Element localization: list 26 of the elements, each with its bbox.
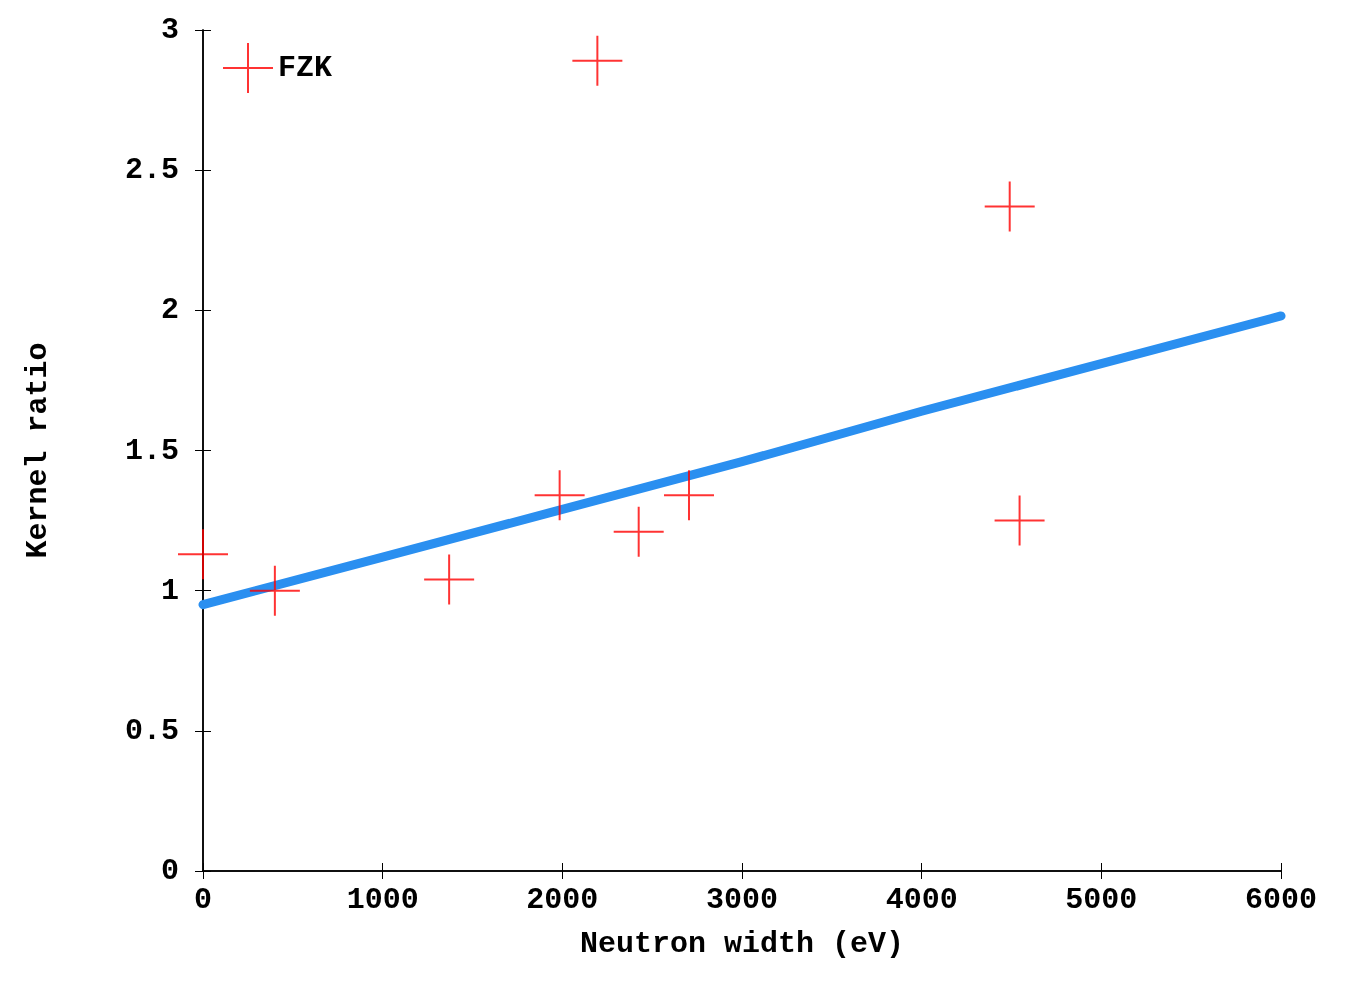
x-axis-title: Neutron width (eV) bbox=[579, 927, 905, 961]
x-tick-label: 4000 bbox=[885, 883, 958, 917]
legend-label: FZK bbox=[278, 51, 333, 85]
x-tick-label: 3000 bbox=[705, 883, 779, 917]
point bbox=[572, 35, 623, 86]
x-tick-label: 6000 bbox=[1244, 883, 1318, 917]
y-tick-label: 1.5 bbox=[124, 433, 179, 468]
y-tick-label: 2 bbox=[160, 293, 179, 328]
point bbox=[994, 495, 1045, 546]
point bbox=[984, 181, 1035, 232]
x-tick-label: 2000 bbox=[526, 883, 599, 917]
y-tick-label: 2.5 bbox=[124, 153, 179, 188]
point bbox=[249, 565, 300, 616]
x-tick-label: 0 bbox=[193, 883, 213, 917]
point bbox=[178, 529, 228, 580]
point bbox=[534, 470, 585, 521]
y-tick-label: 3 bbox=[160, 13, 179, 47]
y-tick-label: 1 bbox=[160, 573, 179, 608]
point bbox=[613, 506, 664, 557]
y-axis-title: Kernel ratio bbox=[21, 342, 55, 559]
point bbox=[424, 554, 475, 605]
x-tick-label: 5000 bbox=[1065, 883, 1138, 917]
y-tick-label: 0.5 bbox=[124, 713, 179, 748]
x-tick-label: 1000 bbox=[346, 883, 419, 917]
y-tick-label: 0 bbox=[160, 854, 179, 888]
point bbox=[664, 470, 714, 521]
